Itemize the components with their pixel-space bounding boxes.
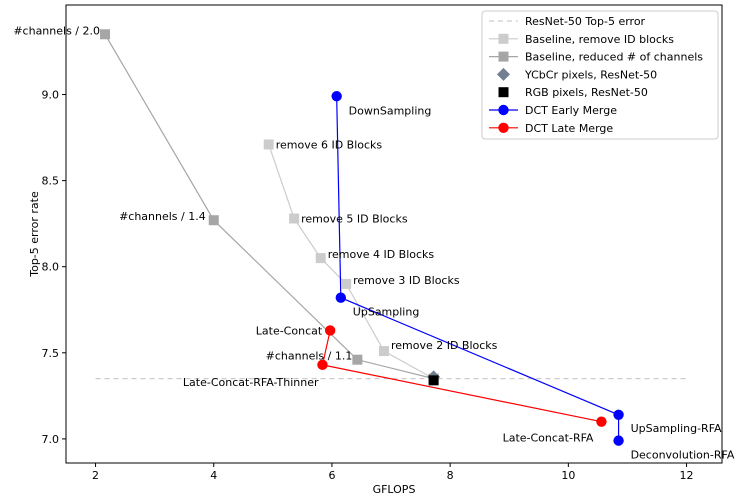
y-tick-label: 7.5 <box>42 347 60 360</box>
point-dct-late-merge <box>324 325 336 336</box>
point-label: remove 5 ID Blocks <box>301 213 408 226</box>
point-label: remove 2 ID Blocks <box>391 339 498 352</box>
point-baseline-reduced-of-channels <box>100 29 111 40</box>
point-label: #channels / 2.0 <box>13 24 100 37</box>
point-baseline-remove-id-blocks <box>378 346 389 357</box>
point-dct-late-merge <box>317 359 328 371</box>
series-line-baseline-remove-id-blocks <box>268 144 434 380</box>
legend-entry-baseline-remove-id-blocks: Baseline, remove ID blocks <box>525 33 674 46</box>
point-label: Deconvolution-RFA <box>631 449 735 462</box>
y-tick-label: 8.0 <box>42 261 60 274</box>
point-baseline-remove-id-blocks <box>315 253 326 264</box>
legend-marker <box>498 122 509 133</box>
point-label: remove 3 ID Blocks <box>353 274 460 287</box>
legend-entry-resnet-50-top-5-error: ResNet-50 Top-5 error <box>525 15 646 28</box>
legend-entry-dct-early-merge: DCT Early Merge <box>525 104 617 117</box>
point-dct-early-merge <box>331 91 342 102</box>
x-tick-label: 6 <box>328 469 335 482</box>
x-axis: 2 4 6 8 10 12 <box>92 463 694 482</box>
x-tick-label: 2 <box>92 469 99 482</box>
legend-marker <box>498 51 509 62</box>
point-baseline-remove-id-blocks <box>341 278 352 289</box>
legend-entry-ycbcr-pixels-resnet-50: YCbCr pixels, ResNet-50 <box>524 68 657 81</box>
point-label: UpSampling-RFA <box>631 422 722 435</box>
y-tick-label: 9.0 <box>42 89 60 102</box>
series-markers <box>100 29 624 446</box>
legend-marker <box>498 104 509 116</box>
x-tick-label: 12 <box>680 469 694 482</box>
legend-entry-dct-late-merge: DCT Late Merge <box>525 122 613 135</box>
point-label: remove 4 ID Blocks <box>328 248 435 261</box>
point-baseline-reduced-of-channels <box>352 354 363 365</box>
legend-entry-baseline-reduced-of-channels: Baseline, reduced # of channels <box>525 51 703 64</box>
x-axis-title: GFLOPS <box>373 483 416 496</box>
x-tick-label: 4 <box>210 469 217 482</box>
y-tick-label: 8.5 <box>42 175 60 188</box>
point-label: DownSampling <box>349 104 432 117</box>
y-axis: 7.0 7.5 8.0 8.5 9.0 <box>42 89 66 446</box>
series-line-dct-early-merge <box>336 96 620 441</box>
point-label: Late-Concat <box>256 324 323 337</box>
point-baseline-remove-id-blocks <box>263 139 274 150</box>
x-tick-label: 8 <box>447 469 454 482</box>
y-tick-label: 7.0 <box>42 433 60 446</box>
point-label: Late-Concat-RFA <box>503 432 594 445</box>
legend-entry-rgb-pixels-resnet-50: RGB pixels, ResNet-50 <box>525 86 648 99</box>
point-dct-early-merge <box>613 435 624 446</box>
y-axis-title: Top-5 error rate <box>28 191 41 278</box>
point-label: #channels / 1.4 <box>119 210 206 223</box>
point-label: #channels / 1.1 <box>266 350 353 363</box>
legend-marker <box>498 33 509 44</box>
point-baseline-reduced-of-channels <box>208 215 219 226</box>
legend-box <box>481 10 719 140</box>
series-line-baseline-reduced-of-channels <box>104 33 434 380</box>
point-labels: remove 6 ID Blocks remove 5 ID Blocks remo… <box>13 24 734 461</box>
point-label: remove 6 ID Blocks <box>276 138 383 151</box>
legend: ResNet-50 Top-5 error Baseline, remove ID… <box>481 10 719 140</box>
point-dct-early-merge <box>335 292 347 303</box>
legend-marker <box>498 87 509 98</box>
point-label: UpSampling <box>353 306 420 319</box>
legend-marker <box>497 67 510 81</box>
point-rgb-pixels-resnet-50 <box>428 375 439 386</box>
point-baseline-remove-id-blocks <box>289 213 300 224</box>
point-dct-late-merge <box>596 416 607 427</box>
x-tick-label: 10 <box>561 469 575 482</box>
point-dct-early-merge <box>613 409 624 420</box>
point-label: Late-Concat-RFA-Thinner <box>183 376 319 389</box>
